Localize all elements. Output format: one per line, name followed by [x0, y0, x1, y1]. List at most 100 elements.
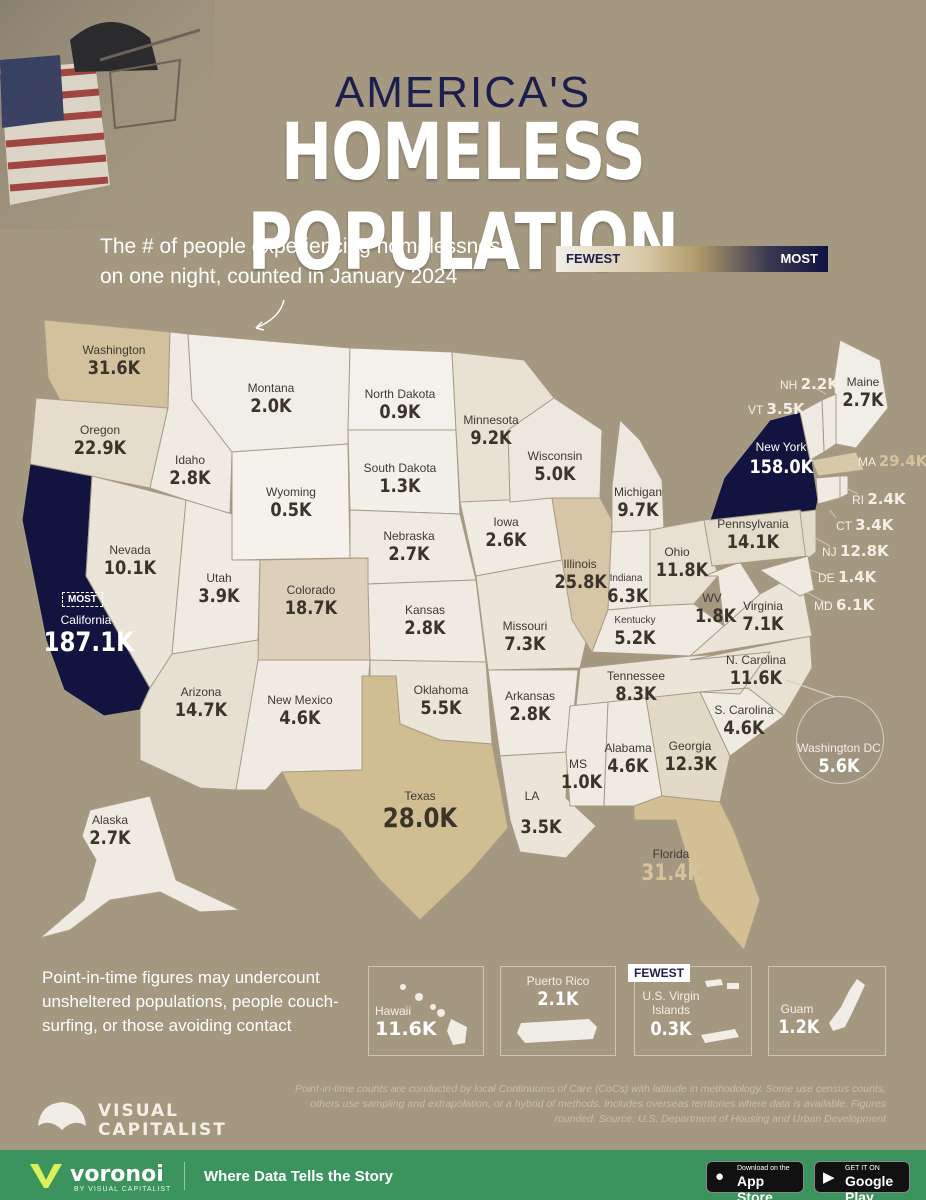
- label-new-york: New York 158.0K: [749, 440, 814, 478]
- undercount-note: Point-in-time figures may undercount uns…: [42, 968, 339, 1035]
- label-puerto-rico: Puerto Rico 2.1K: [526, 974, 590, 1010]
- label-illinois: Illinois 25.8K: [554, 557, 607, 593]
- hawaii-shape-icon: [400, 984, 467, 1045]
- label-california: California 187.1K: [43, 613, 134, 658]
- label-oregon: Oregon 22.9K: [73, 423, 127, 459]
- puerto-rico-shape-icon: [517, 1019, 597, 1043]
- label-idaho: Idaho 2.8K: [169, 453, 211, 489]
- state-new-jersey: [799, 509, 817, 561]
- state-mississippi: [565, 701, 609, 807]
- label-utah: Utah 3.9K: [198, 571, 240, 607]
- label-louisiana-name: LA: [524, 789, 540, 803]
- inset-hawaii: Hawaii 11.6K: [368, 966, 484, 1056]
- side-label-de: DE 1.4K: [818, 568, 877, 586]
- inset-puerto-rico: Puerto Rico 2.1K: [500, 966, 616, 1056]
- label-florida: Florida 31.4K: [641, 847, 702, 886]
- legend-low-label: FEWEST: [566, 251, 621, 266]
- state-ohio: [649, 519, 719, 607]
- label-montana: Montana 2.0K: [247, 381, 295, 417]
- voronoi-wordmark[interactable]: voronoi: [70, 1162, 164, 1187]
- dc-callout: [796, 696, 884, 784]
- state-maine: [833, 339, 889, 449]
- label-new-mexico: New Mexico 4.6K: [267, 693, 333, 729]
- voronoi-logo-icon: [30, 1164, 62, 1188]
- side-label-nj: NJ 12.8K: [822, 542, 889, 560]
- inset-virgin-islands: U.S. Virgin Islands 0.3K: [634, 966, 752, 1056]
- google-play-button[interactable]: ▶ GET IT ON Google Play: [814, 1161, 910, 1200]
- label-kentucky: Kentucky 5.2K: [614, 615, 656, 649]
- footer-tagline: Where Data Tells the Story: [204, 1168, 393, 1185]
- app-store-button[interactable]: ● Download on the App Store: [706, 1161, 804, 1200]
- label-virgin-islands: U.S. Virgin Islands 0.3K: [642, 989, 700, 1040]
- label-nevada: Nevada 10.1K: [103, 543, 157, 579]
- flag-cart-photo: [0, 0, 215, 230]
- label-maine: Maine 2.7K: [842, 375, 884, 411]
- subtitle: The # of people experiencing homelessnes…: [100, 235, 511, 288]
- footer-divider: [184, 1162, 185, 1190]
- label-wyoming: Wyoming 0.5K: [266, 485, 316, 521]
- label-north-dakota: North Dakota 0.9K: [364, 387, 436, 423]
- side-label-md: MD 6.1K: [814, 596, 875, 614]
- label-hawaii: Hawaii 11.6K: [375, 1004, 437, 1040]
- state-florida: [633, 795, 761, 951]
- visual-capitalist-logo: VISUAL CAPITALIST: [34, 1096, 225, 1141]
- legend-high-label: MOST: [780, 251, 818, 266]
- side-label-ma: MA 29.4K: [858, 452, 926, 470]
- inset-guam: Guam 1.2K: [768, 966, 886, 1056]
- voronoi-subtitle: BY VISUAL CAPITALIST: [74, 1186, 172, 1193]
- label-wisconsin: Wisconsin 5.0K: [527, 449, 583, 485]
- visual-capitalist-logo-icon: [38, 1102, 86, 1130]
- most-tag: MOST: [62, 592, 103, 607]
- label-arizona: Arizona 14.7K: [174, 685, 228, 721]
- label-north-carolina: N. Carolina 11.6K: [725, 653, 787, 689]
- state-north-carolina: [689, 635, 813, 717]
- state-connecticut: [815, 475, 841, 505]
- label-iowa: Iowa 2.6K: [485, 515, 527, 551]
- label-south-dakota: South Dakota 1.3K: [363, 461, 437, 497]
- label-georgia: Georgia 12.3K: [664, 739, 717, 775]
- label-guam: Guam 1.2K: [778, 1002, 820, 1038]
- label-missouri: Missouri 7.3K: [502, 619, 548, 655]
- state-maryland-delaware: [759, 555, 815, 597]
- apple-icon: ●: [715, 1168, 725, 1185]
- fewest-tag: FEWEST: [628, 964, 690, 982]
- label-alaska: Alaska 2.7K: [89, 813, 131, 849]
- label-virginia: Virginia 7.1K: [742, 599, 784, 635]
- state-texas: [281, 675, 509, 921]
- label-washington-dc: Washington DC 5.6K: [797, 741, 881, 777]
- label-south-carolina: S. Carolina 4.6K: [714, 703, 774, 739]
- subtitle-arrow-icon: [255, 299, 285, 329]
- source-note: Point-in-time counts are conducted by lo…: [294, 1083, 886, 1125]
- label-colorado: Colorado 18.7K: [284, 583, 338, 619]
- title-line-1: AMERICA'S: [334, 68, 592, 117]
- label-pennsylvania: Pennsylvania 14.1K: [717, 517, 789, 553]
- state-massachusetts: [811, 451, 865, 477]
- state-vermont: [799, 399, 825, 461]
- virgin-islands-shape-icon: [701, 979, 739, 1043]
- side-label-nh: NH 2.2K: [780, 375, 839, 393]
- label-michigan: Michigan 9.7K: [613, 485, 663, 521]
- label-minnesota: Minnesota 9.2K: [463, 413, 519, 449]
- voronoi-footer: voronoi BY VISUAL CAPITALIST Where Data …: [0, 1150, 926, 1200]
- label-west-virginia: WV 1.8K: [695, 591, 737, 627]
- label-oklahoma: Oklahoma 5.5K: [413, 683, 469, 719]
- main-title: HOMELESS POPULATION: [247, 108, 679, 288]
- label-texas: Texas 28.0K: [382, 789, 458, 834]
- play-icon: ▶: [823, 1169, 835, 1186]
- state-rhode-island: [839, 475, 849, 499]
- label-nebraska: Nebraska 2.7K: [383, 529, 435, 565]
- state-alaska: [39, 795, 241, 939]
- label-mississippi: MS 1.0K: [561, 757, 603, 793]
- side-label-ct: CT 3.4K: [836, 516, 894, 534]
- label-louisiana-value: 3.5K: [520, 816, 562, 838]
- label-tennessee: Tennessee 8.3K: [606, 669, 666, 705]
- legend-gradient: [556, 246, 828, 272]
- color-legend: FEWEST MOST: [556, 246, 828, 272]
- label-ohio: Ohio 11.8K: [655, 545, 709, 581]
- state-west-virginia: [703, 561, 761, 627]
- label-indiana: Indiana 6.3K: [607, 573, 649, 607]
- label-alabama: Alabama 4.6K: [604, 741, 652, 777]
- label-arkansas: Arkansas 2.8K: [504, 689, 556, 725]
